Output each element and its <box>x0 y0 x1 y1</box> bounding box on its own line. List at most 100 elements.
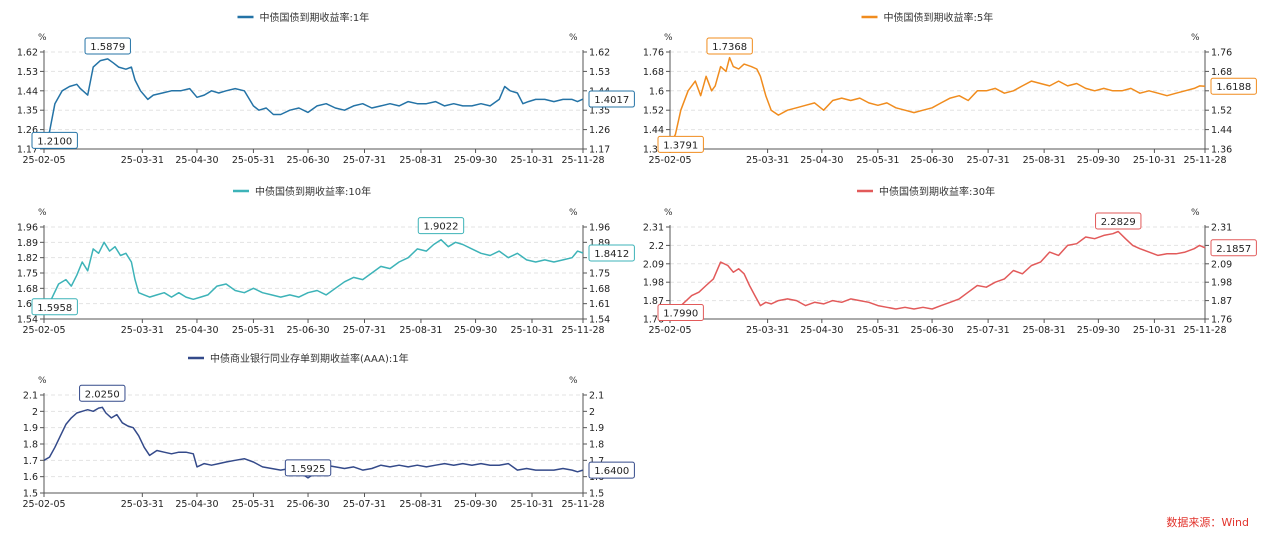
series-line <box>669 230 1206 314</box>
chart-panel: 中债国债到期收益率:5年%%1.761.761.681.681.61.61.52… <box>643 11 1257 166</box>
chart-panel: 中债国债到期收益率:1年%%1.621.621.531.531.441.441.… <box>17 11 635 166</box>
y-tick-label-left: 1.17 <box>17 145 38 156</box>
value-callout-label: 1.5958 <box>37 303 72 314</box>
y-tick-label-left: 1.75 <box>17 269 38 280</box>
x-tick-label: 25-09-30 <box>454 325 497 336</box>
y-unit-left: % <box>664 208 673 218</box>
value-callout-label: 2.0250 <box>85 389 120 400</box>
x-tick-label: 25-10-31 <box>510 155 553 166</box>
y-unit-left: % <box>38 376 47 386</box>
y-tick-label-right: 1.26 <box>589 125 610 136</box>
y-tick-label-right: 1.61 <box>589 299 610 310</box>
y-tick-label-left: 1.96 <box>17 223 38 234</box>
value-callout-label: 1.3791 <box>663 140 698 151</box>
y-tick-label-right: 1.54 <box>589 315 610 326</box>
y-tick-label-right: 1.5 <box>589 489 604 500</box>
x-tick-label: 25-02-05 <box>22 155 65 166</box>
x-tick-label: 25-09-30 <box>1077 155 1120 166</box>
x-tick-label: 25-10-31 <box>1133 155 1176 166</box>
chart-title: 中债国债到期收益率:5年 <box>884 11 994 24</box>
x-tick-label: 25-08-31 <box>399 325 442 336</box>
value-callout-label: 1.9022 <box>423 222 458 233</box>
x-tick-label: 25-10-31 <box>510 499 553 510</box>
value-callout-box <box>1095 212 1142 230</box>
x-tick-label: 25-07-31 <box>967 325 1010 336</box>
x-tick-label: 25-05-31 <box>232 499 275 510</box>
y-tick-label-left: 1.35 <box>17 106 38 117</box>
y-tick-label-right: 1.35 <box>589 106 610 117</box>
chart-panel: 中债国债到期收益率:30年%%2.312.312.22.22.092.091.9… <box>643 185 1257 336</box>
x-tick-label: 25-11-28 <box>1183 155 1226 166</box>
x-tick-label: 25-09-30 <box>454 155 497 166</box>
x-tick-label: 25-03-31 <box>121 155 164 166</box>
y-tick-label-left: 1.76 <box>643 48 664 59</box>
y-tick-label-right: 2.31 <box>1211 223 1232 234</box>
value-callout-label: 1.7368 <box>712 42 747 53</box>
y-tick-label-left: 2.1 <box>23 391 38 402</box>
value-callout-label: 1.6400 <box>594 466 629 477</box>
series-line <box>43 238 584 308</box>
y-tick-label-left: 1.9 <box>23 423 38 434</box>
x-tick-label: 25-07-31 <box>967 155 1010 166</box>
x-tick-label: 25-03-31 <box>746 325 789 336</box>
y-tick-label-left: 1.54 <box>17 315 38 326</box>
value-callout-box <box>1210 77 1257 95</box>
y-tick-label-left: 1.76 <box>643 315 664 326</box>
x-tick-label: 25-04-30 <box>800 325 843 336</box>
value-callout-label: 1.6188 <box>1216 82 1251 93</box>
x-tick-label: 25-11-28 <box>561 325 604 336</box>
y-tick-label-left: 1.62 <box>17 48 38 59</box>
x-tick-label: 25-03-31 <box>121 325 164 336</box>
chart-panel: 中债商业银行同业存单到期收益率(AAA):1年% %2.1 2.12 21.9 1.91… <box>22 352 635 510</box>
x-tick-label: 25-06-30 <box>286 325 329 336</box>
x-tick-label: 25-02-05 <box>648 155 691 166</box>
y-tick-label-left: 1.36 <box>643 145 664 156</box>
x-tick-label: 25-04-30 <box>800 155 843 166</box>
y-unit-left: % <box>38 33 47 43</box>
value-callout-box <box>79 384 126 402</box>
value-callout-label: 1.5925 <box>291 464 326 475</box>
x-tick-label: 25-07-31 <box>343 499 386 510</box>
value-callout-box <box>588 461 635 479</box>
y-tick-label-right: 1.9 <box>589 423 604 434</box>
y-tick-label-right: 1.53 <box>589 67 610 78</box>
x-tick-label: 25-05-31 <box>232 155 275 166</box>
x-tick-label: 25-05-31 <box>856 155 899 166</box>
y-tick-label-right: 1.87 <box>1211 296 1232 307</box>
value-callout-box <box>31 131 78 149</box>
x-tick-label: 25-09-30 <box>1077 325 1120 336</box>
value-callout-label: 2.2829 <box>1101 217 1136 228</box>
series-line <box>43 406 584 479</box>
y-tick-label-left: 1.61 <box>17 299 38 310</box>
x-tick-label: 25-11-28 <box>1183 325 1226 336</box>
y-tick-label-left: 1.6 <box>649 86 664 97</box>
y-tick-label-left: 1.6 <box>23 472 38 483</box>
y-tick-label-right: 1.8 <box>589 440 604 451</box>
y-tick-label-right: 1.17 <box>589 145 610 156</box>
y-tick-label-right: 2 <box>589 407 595 418</box>
x-tick-label: 25-10-31 <box>510 325 553 336</box>
y-tick-label-left: 1.52 <box>643 106 664 117</box>
y-tick-label-left: 1.44 <box>17 86 38 97</box>
y-tick-label-right: 1.96 <box>589 223 610 234</box>
x-tick-label: 25-03-31 <box>121 499 164 510</box>
value-callout-box <box>84 37 131 55</box>
y-tick-label-left: 1.89 <box>17 238 38 249</box>
y-tick-label-right: 1.52 <box>1211 106 1232 117</box>
y-tick-label-left: 1.82 <box>17 253 38 264</box>
y-tick-label-left: 1.7 <box>23 456 38 467</box>
source-label: 数据来源：Wind <box>1166 516 1249 529</box>
x-tick-label: 25-08-31 <box>399 499 442 510</box>
y-tick-label-left: 2.31 <box>643 223 664 234</box>
y-tick-label-left: 1.44 <box>643 125 664 136</box>
value-callout-label: 1.7990 <box>663 308 698 319</box>
x-tick-label: 25-02-05 <box>22 499 65 510</box>
value-callout-box <box>657 135 704 153</box>
x-tick-label: 25-05-31 <box>232 325 275 336</box>
y-tick-label-left: 2 <box>32 407 38 418</box>
y-tick-label-left: 1.5 <box>23 489 38 500</box>
x-tick-label: 25-06-30 <box>286 499 329 510</box>
chart-title: 中债国债到期收益率:10年 <box>255 185 371 198</box>
x-tick-label: 25-04-30 <box>175 325 218 336</box>
